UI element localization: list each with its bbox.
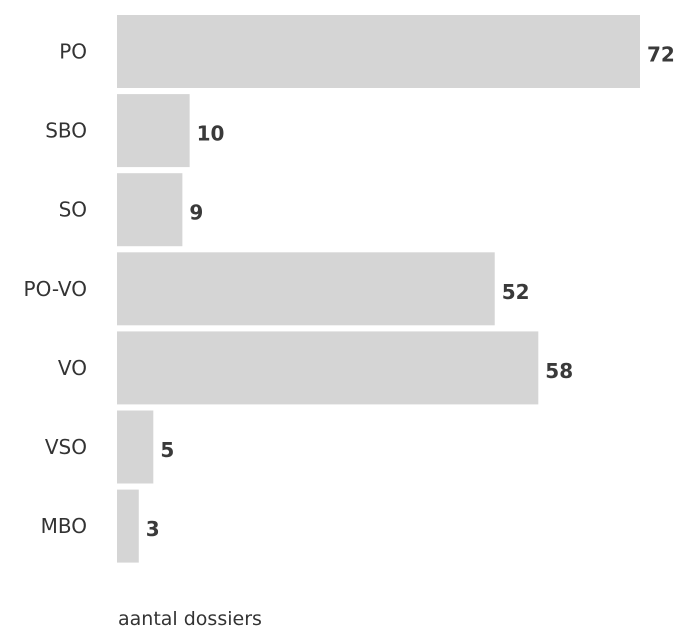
value-label-vo: 58 (545, 359, 573, 383)
category-label-mbo: MBO (41, 514, 87, 538)
value-label-vso: 5 (160, 438, 174, 462)
bar-mbo (117, 489, 139, 563)
category-label-so: SO (59, 198, 87, 222)
bar-sbo (117, 94, 190, 168)
bars-layer (117, 15, 640, 563)
labels-layer: PO 72 SBO 10 SO 9 PO-VO 52 VO 58 VSO 5 MBO 3 (24, 40, 675, 542)
value-label-sbo: 10 (197, 122, 225, 146)
value-label-so: 9 (189, 201, 203, 225)
category-label-po: PO (59, 40, 87, 64)
x-axis-title: aantal dossiers (118, 608, 262, 630)
value-label-po: 72 (647, 43, 675, 67)
category-label-vso: VSO (45, 435, 87, 459)
bar-vso (117, 410, 154, 484)
bar-po (117, 15, 640, 88)
value-label-po-vo: 52 (502, 280, 530, 304)
bar-po-vo (117, 252, 495, 326)
category-label-po-vo: PO-VO (24, 277, 87, 301)
bar-so (117, 173, 183, 247)
category-label-vo: VO (58, 356, 87, 380)
value-label-mbo: 3 (146, 517, 160, 541)
bar-vo (117, 331, 539, 405)
category-label-sbo: SBO (45, 119, 87, 143)
